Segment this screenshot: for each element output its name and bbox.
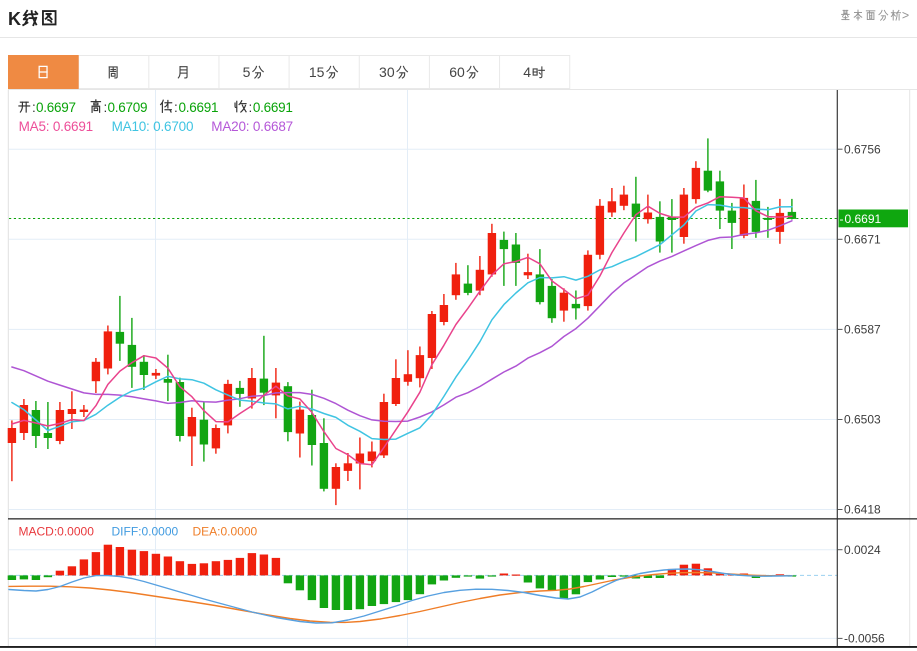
svg-text::: :	[32, 100, 36, 115]
svg-text::: :	[174, 100, 178, 115]
svg-text:0.6418: 0.6418	[844, 503, 881, 517]
svg-text:>: >	[902, 9, 909, 23]
svg-text:MA20: 0.6687: MA20: 0.6687	[211, 119, 293, 134]
svg-text:MA10: 0.6700: MA10: 0.6700	[112, 119, 194, 134]
svg-text:MACD:0.0000: MACD:0.0000	[19, 525, 95, 539]
svg-text:0.6587: 0.6587	[844, 323, 881, 337]
svg-text:K: K	[8, 9, 21, 29]
svg-text:0.6697: 0.6697	[36, 100, 76, 115]
svg-text:4: 4	[523, 64, 531, 80]
svg-text:60: 60	[449, 64, 465, 80]
svg-text:-: -	[840, 212, 844, 226]
svg-text::: :	[249, 100, 253, 115]
svg-text:DIFF:0.0000: DIFF:0.0000	[112, 525, 179, 539]
svg-text:0.6709: 0.6709	[108, 100, 148, 115]
svg-text:5: 5	[243, 64, 251, 80]
svg-text:0.6503: 0.6503	[844, 413, 881, 427]
svg-text:15: 15	[309, 64, 325, 80]
svg-text:0.6691: 0.6691	[179, 100, 219, 115]
svg-text:0.6691: 0.6691	[845, 212, 882, 226]
svg-text:0.0024: 0.0024	[844, 543, 881, 557]
svg-text:0.6691: 0.6691	[253, 100, 293, 115]
svg-text::: :	[104, 100, 108, 115]
svg-text:0.6671: 0.6671	[844, 233, 881, 247]
svg-text:MA5: 0.6691: MA5: 0.6691	[19, 119, 93, 134]
svg-text:0.6756: 0.6756	[844, 142, 881, 156]
svg-text:-0.0056: -0.0056	[844, 632, 885, 646]
svg-text:DEA:0.0000: DEA:0.0000	[193, 525, 258, 539]
svg-text:30: 30	[379, 64, 395, 80]
